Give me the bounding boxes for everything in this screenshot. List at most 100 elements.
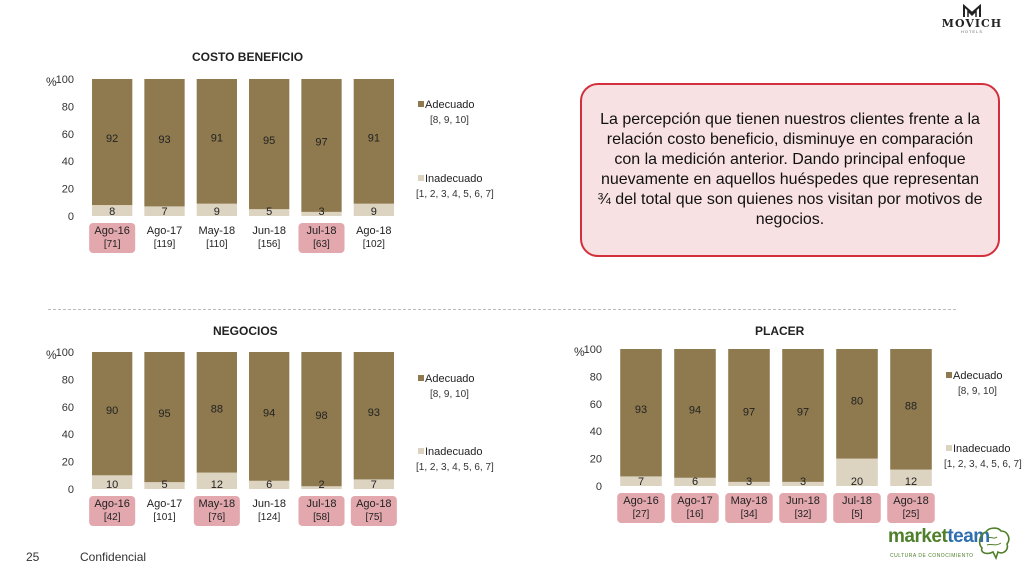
confidential-label: Confidencial [80, 550, 147, 564]
placer-ytick-label: 40 [590, 426, 602, 438]
placer-label-adecuado: 93 [635, 404, 647, 416]
placer-category-label: Ago-17 [677, 495, 712, 507]
costo-legend-inadecuado: Inadecuado [425, 173, 483, 185]
negocios-category-n: [42] [104, 512, 121, 523]
placer-bar-adecuado [728, 349, 770, 482]
placer-category-n: [25] [903, 509, 920, 520]
negocios-label-inadecuado: 7 [371, 479, 377, 491]
negocios-bar-inadecuado [301, 486, 342, 489]
page-number: 25 [26, 550, 40, 564]
costo-category-n: [71] [104, 239, 121, 250]
negocios-ytick-label: 20 [62, 457, 74, 469]
negocios-category-label: Ago-16 [94, 498, 129, 510]
costo-ytick-label: 80 [62, 101, 74, 113]
placer-ytick-label: 0 [596, 481, 602, 493]
costo-category-label: Ago-17 [147, 225, 182, 237]
movich-logo: MOVICH HOTELS [940, 4, 1004, 40]
placer-category-label: Jun-18 [786, 495, 820, 507]
placer-category-label: Ago-18 [893, 495, 928, 507]
costo-legend-inadecuado-scale: [1, 2, 3, 4, 5, 6, 7] [416, 189, 494, 200]
negocios-legend-swatch-inadecuado [418, 448, 424, 454]
costo-label-adecuado: 91 [368, 133, 380, 145]
costo-bar-inadecuado [196, 203, 237, 216]
costo-category-label: Jul-18 [307, 225, 337, 237]
costo-label-adecuado: 97 [315, 136, 327, 148]
negocios-label-inadecuado: 10 [106, 479, 118, 491]
placer-bar-adecuado [674, 349, 716, 478]
negocios-label-adecuado: 98 [315, 410, 327, 422]
placer-legend-adecuado-scale: [8, 9, 10] [958, 386, 997, 397]
marketteam-logo: marketteam CULTURA DE CONOCIMIENTO [884, 526, 1014, 572]
insight-callout: La percepción que tienen nuestros client… [580, 83, 1000, 257]
placer-category-label: May-18 [731, 495, 768, 507]
costo-category-label: Ago-16 [94, 225, 129, 237]
placer-category-highlight [779, 493, 827, 523]
costo-legend-adecuado-scale: [8, 9, 10] [430, 115, 469, 126]
negocios-label-adecuado: 95 [158, 408, 170, 420]
costo-label-adecuado: 95 [263, 135, 275, 147]
negocios-ylabel: % [46, 348, 57, 362]
negocios-category-highlight [193, 496, 240, 526]
marketteam-logo-market: market [888, 526, 948, 547]
placer-label-inadecuado: 12 [905, 476, 917, 488]
negocios-bar-adecuado [144, 352, 185, 483]
placer-category-n: [5] [851, 509, 862, 520]
placer-label-adecuado: 97 [743, 406, 755, 418]
placer-legend-swatch-inadecuado [946, 445, 952, 451]
costo-ytick-label: 20 [62, 184, 74, 196]
costo-label-adecuado: 92 [106, 133, 118, 145]
placer-label-inadecuado: 20 [851, 476, 863, 488]
placer-bar-adecuado [620, 349, 662, 477]
costo-ytick-label: 100 [56, 74, 74, 86]
negocios-label-adecuado: 88 [211, 404, 223, 416]
chart-title-costo-beneficio: COSTO BENEFICIO [192, 50, 304, 64]
placer-category-label: Jul-18 [842, 495, 872, 507]
costo-category-label: Jun-18 [252, 225, 286, 237]
costo-bar-inadecuado [353, 203, 394, 216]
placer-label-adecuado: 80 [851, 396, 863, 408]
placer-bar-inadecuado [836, 458, 878, 486]
negocios-bar-adecuado [92, 352, 133, 476]
placer-category-highlight [617, 493, 665, 523]
negocios-ytick-label: 80 [62, 374, 74, 386]
costo-bar-adecuado [249, 79, 290, 210]
costo-legend-swatch-adecuado [418, 101, 424, 107]
placer-category-n: [34] [741, 509, 758, 520]
costo-label-inadecuado: 5 [266, 206, 272, 218]
costo-bar-inadecuado [301, 211, 342, 216]
chart-title-placer: PLACER [755, 324, 805, 338]
placer-category-n: [27] [633, 509, 650, 520]
costo-label-inadecuado: 9 [214, 206, 220, 218]
negocios-category-highlight [298, 496, 345, 526]
costo-bar-adecuado [144, 79, 185, 207]
costo-category-label: Ago-18 [356, 225, 391, 237]
placer-bar-adecuado [836, 349, 878, 459]
costo-bar-adecuado [353, 79, 394, 204]
negocios-category-label: Jul-18 [307, 498, 337, 510]
placer-bar-inadecuado [620, 476, 662, 486]
negocios-legend-swatch-adecuado [418, 375, 424, 381]
negocios-category-n: [124] [258, 512, 280, 523]
costo-category-n: [156] [258, 239, 280, 250]
placer-ytick-label: 60 [590, 399, 602, 411]
negocios-label-adecuado: 90 [106, 405, 118, 417]
placer-label-adecuado: 97 [797, 406, 809, 418]
negocios-bar-adecuado [249, 352, 290, 481]
negocios-label-inadecuado: 12 [211, 479, 223, 491]
negocios-ytick-label: 40 [62, 429, 74, 441]
chart-title-negocios: NEGOCIOS [213, 324, 278, 338]
negocios-ytick-label: 0 [68, 484, 74, 496]
insight-callout-text: La percepción que tienen nuestros client… [597, 111, 983, 228]
costo-legend-adecuado: Adecuado [425, 99, 475, 111]
movich-logo-mark-icon [963, 4, 981, 17]
placer-bar-inadecuado [728, 481, 770, 486]
placer-category-n: [16] [687, 509, 704, 520]
placer-label-inadecuado: 6 [692, 476, 698, 488]
costo-bar-adecuado [92, 79, 133, 206]
placer-category-highlight [671, 493, 719, 523]
placer-label-inadecuado: 7 [638, 476, 644, 488]
placer-legend-swatch-adecuado [946, 372, 952, 378]
costo-category-n: [110] [206, 239, 228, 250]
negocios-ytick-label: 100 [56, 347, 74, 359]
costo-label-inadecuado: 7 [161, 206, 167, 218]
